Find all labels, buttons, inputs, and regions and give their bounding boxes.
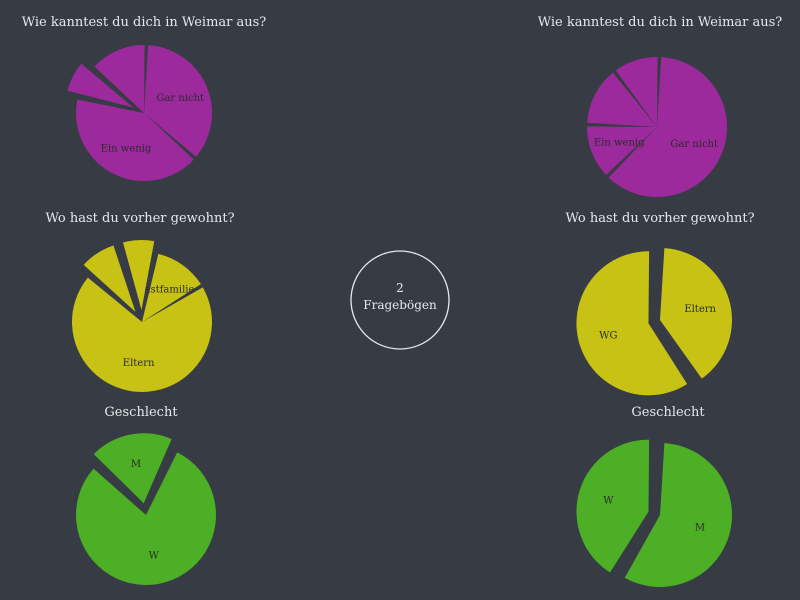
slice-label: WG (599, 330, 617, 341)
pie-charts: Wie kanntest du dich in Weimar aus? Gar n… (22, 15, 783, 587)
pie-slice (67, 63, 134, 108)
center-label: Fragebögen (363, 298, 437, 312)
pie-slice-ein-wenig (587, 126, 657, 176)
pie-chart-1: Wie kanntest du dich in Weimar aus? Gar n… (22, 15, 267, 181)
center-circle (350, 250, 450, 350)
slice-label: Gastfamilie (137, 284, 195, 295)
pie-slice-gar-nicht (608, 57, 727, 197)
chart-title: Wie kanntest du dich in Weimar aus? (538, 15, 783, 30)
pie-slice-w (576, 439, 650, 573)
pie-chart-4: Wo hast du vorher gewohnt? Eltern WG (565, 211, 755, 396)
slice-label: Gar nicht (670, 139, 718, 150)
pie-chart-5: Geschlecht W M (76, 405, 217, 585)
pie-slice-m (93, 433, 172, 504)
pie-chart-3: Wo hast du vorher gewohnt? Gastfamilie Elt… (45, 211, 235, 392)
chart-title: Wo hast du vorher gewohnt? (45, 211, 234, 226)
chart-title: Geschlecht (631, 405, 705, 420)
chart-title: Geschlecht (104, 405, 178, 420)
pie-slice (94, 45, 145, 114)
pie-slice-eltern (72, 277, 212, 392)
pie-slice-eltern (660, 248, 733, 379)
pie-chart-2: Wie kanntest du dich in Weimar aus? Gar n… (538, 15, 783, 197)
chart-title: Wo hast du vorher gewohnt? (565, 211, 754, 226)
pie-slice (83, 245, 136, 312)
slice-label: W (603, 495, 614, 506)
slice-label: M (131, 459, 141, 470)
pie-slice-gastfamilie (142, 253, 201, 322)
slice-label: M (695, 522, 705, 533)
pie-slice (615, 56, 658, 127)
slice-label: Eltern (684, 304, 716, 315)
slice-label: Eltern (123, 358, 155, 369)
slice-label: Ein wenig (101, 144, 152, 155)
pie-slice (587, 72, 657, 127)
pie-slice (123, 240, 155, 311)
chart-title: Wie kanntest du dich in Weimar aus? (22, 15, 267, 30)
slice-label: W (149, 550, 160, 561)
slice-label: Gar nicht (156, 93, 204, 104)
pie-slice-wg (576, 251, 688, 396)
pie-chart-6: Geschlecht M W (576, 405, 732, 587)
pie-slice-gar-nicht (144, 45, 212, 157)
slice-label: Ein wenig (594, 137, 645, 148)
pie-slice-m (624, 443, 732, 587)
center-count: 2 (396, 281, 404, 295)
pie-slice-w (76, 452, 217, 585)
pie-slice-ein-wenig (76, 99, 194, 181)
center-badge: 2 Fragebögen (350, 250, 450, 350)
